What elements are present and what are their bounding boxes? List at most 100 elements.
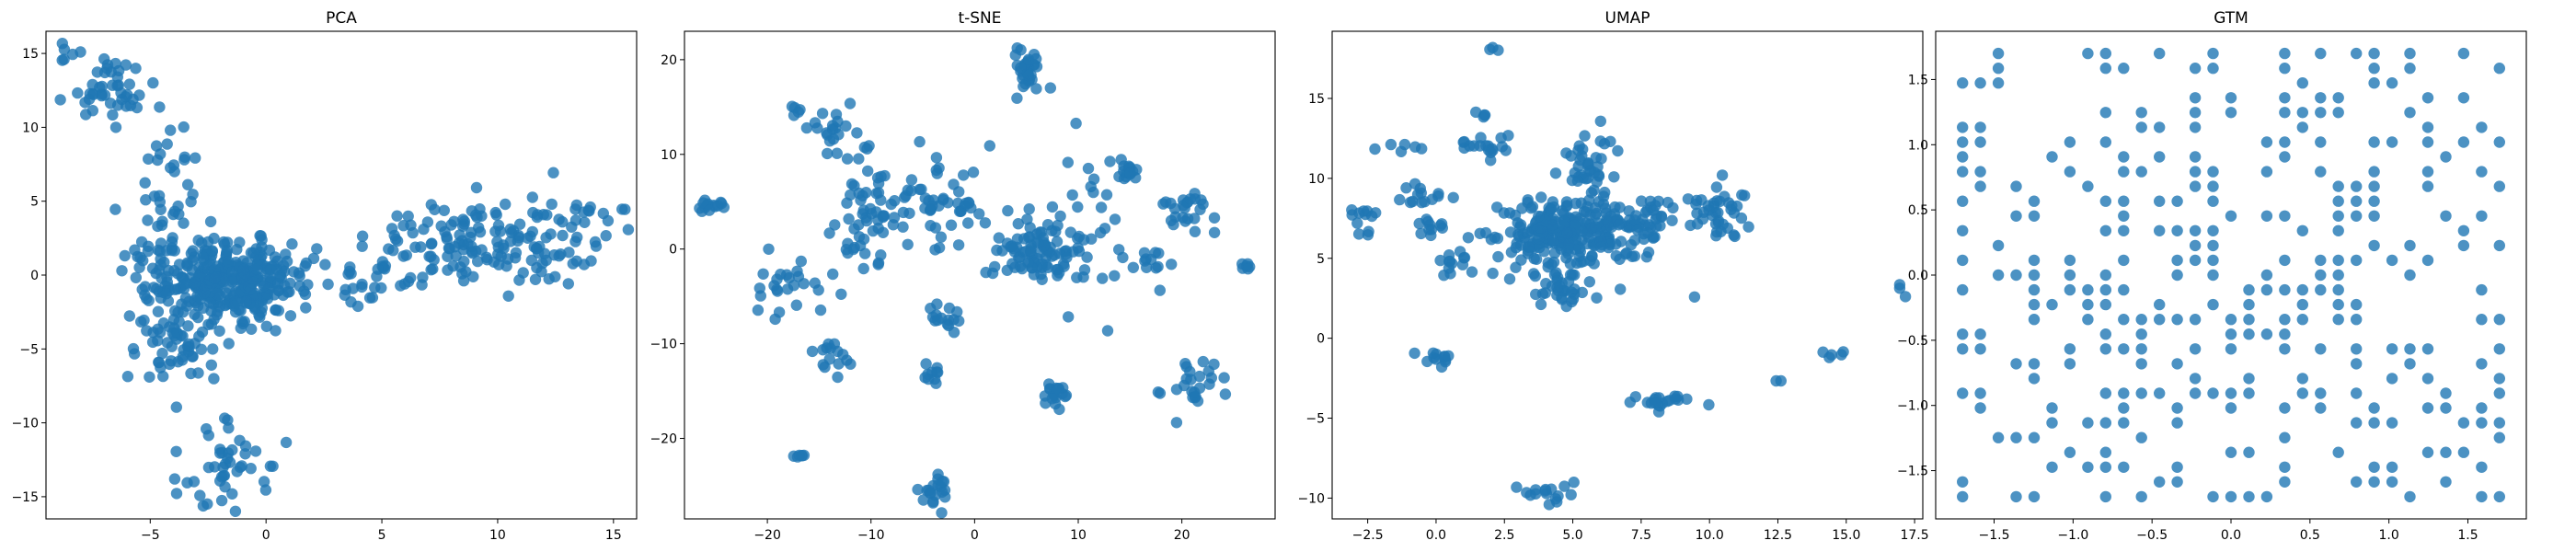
gtm-point <box>2118 343 2130 355</box>
umap-point <box>1478 110 1489 123</box>
gtm-point <box>2171 269 2183 282</box>
pca-point <box>178 121 190 133</box>
pca-point <box>87 88 99 100</box>
tsne-point <box>857 208 868 220</box>
pca-point <box>177 351 189 362</box>
tsne-point <box>1012 218 1025 230</box>
pca-point <box>155 148 167 160</box>
pca-point <box>170 488 183 500</box>
gtm-point <box>2260 210 2273 222</box>
pca-point <box>438 204 450 216</box>
tsne-point <box>1242 263 1254 275</box>
umap-point <box>1569 283 1581 295</box>
umap-point <box>1362 229 1374 241</box>
umap-point <box>1370 207 1382 219</box>
gtm-point <box>2315 166 2327 178</box>
pca-point <box>245 463 257 475</box>
pca-point <box>351 300 364 313</box>
gtm-point <box>2315 107 2327 119</box>
umap-point <box>1352 228 1365 240</box>
pca-point <box>402 210 414 223</box>
tsne-point <box>1024 222 1036 234</box>
umap-point <box>1583 194 1595 206</box>
gtm-point <box>2118 224 2130 236</box>
tsne-point <box>1185 374 1197 385</box>
gtm-point <box>2171 254 2183 267</box>
pca-point <box>398 278 411 290</box>
pca-point <box>169 305 181 317</box>
gtm-point <box>2135 314 2147 326</box>
umap-point <box>1629 391 1642 403</box>
umap-point <box>1710 225 1723 238</box>
tsne-point <box>1022 53 1035 65</box>
pca-point <box>322 278 334 291</box>
gtm-point <box>2386 254 2398 267</box>
pca-point <box>427 263 439 275</box>
gtm-point <box>2260 269 2273 282</box>
tsne-point <box>1189 225 1202 237</box>
gtm-y-tick-label: 1.0 <box>1908 138 1928 153</box>
gtm-point <box>2154 121 2166 133</box>
tsne-point <box>844 98 857 109</box>
gtm-point <box>2135 328 2147 340</box>
gtm-point <box>2099 417 2111 429</box>
pca-point <box>181 300 193 312</box>
gtm-y-tick-label: 0.5 <box>1908 203 1928 218</box>
gtm-point <box>2368 239 2380 252</box>
tsne-point <box>1002 204 1014 217</box>
pca-point <box>265 263 277 276</box>
pca-point <box>202 430 214 442</box>
gtm-point <box>1974 166 1986 178</box>
gtm-point <box>2493 490 2505 503</box>
pca-point <box>182 320 194 332</box>
umap-point <box>1599 202 1612 214</box>
tsne-x-tick-label: 0 <box>971 528 979 543</box>
gtm-point <box>2189 239 2202 252</box>
umap-point <box>1549 167 1562 179</box>
pca-y-tick-label: −15 <box>11 490 39 505</box>
gtm-point <box>2207 239 2219 252</box>
gtm-point <box>2225 490 2237 503</box>
umap-point <box>1666 214 1678 226</box>
gtm-x-tick-label: 0.5 <box>2300 528 2320 543</box>
pca-point <box>104 98 117 109</box>
tsne-point <box>858 141 870 154</box>
pca-point <box>344 261 356 273</box>
gtm-point <box>2279 136 2291 148</box>
pca-point <box>234 236 246 248</box>
pca-point <box>150 282 163 295</box>
pca-point <box>602 214 615 227</box>
pca-point <box>80 109 92 121</box>
tsne-point <box>851 127 863 139</box>
tsne-point <box>822 147 834 160</box>
pca-point <box>417 271 429 283</box>
gtm-point <box>2135 387 2147 399</box>
pca-point <box>144 371 155 383</box>
pca-point <box>537 209 549 221</box>
gtm-point <box>2476 461 2488 473</box>
pca-point <box>130 271 142 283</box>
tsne-x-tick-label: 10 <box>1070 528 1087 543</box>
tsne-point <box>1109 213 1121 225</box>
pca-point <box>237 263 249 276</box>
pca-point <box>209 461 221 473</box>
pca-point <box>467 270 479 282</box>
tsne-point <box>771 283 783 295</box>
pca-point <box>366 292 379 304</box>
umap-point <box>1712 214 1725 227</box>
gtm-point <box>2279 476 2291 488</box>
gtm-point <box>2225 314 2237 326</box>
gtm-point <box>2225 343 2237 355</box>
tsne-point <box>932 314 944 327</box>
umap-point <box>1654 220 1666 232</box>
gtm-point <box>2082 180 2094 192</box>
pca-point <box>142 245 154 258</box>
gtm-point <box>2189 314 2202 326</box>
pca-point <box>457 220 469 233</box>
gtm-point <box>2296 77 2308 89</box>
tsne-point <box>1011 42 1023 54</box>
pca-point <box>226 276 238 288</box>
pca-point <box>152 220 164 233</box>
umap-point <box>1535 191 1547 203</box>
umap-point <box>1522 226 1534 238</box>
